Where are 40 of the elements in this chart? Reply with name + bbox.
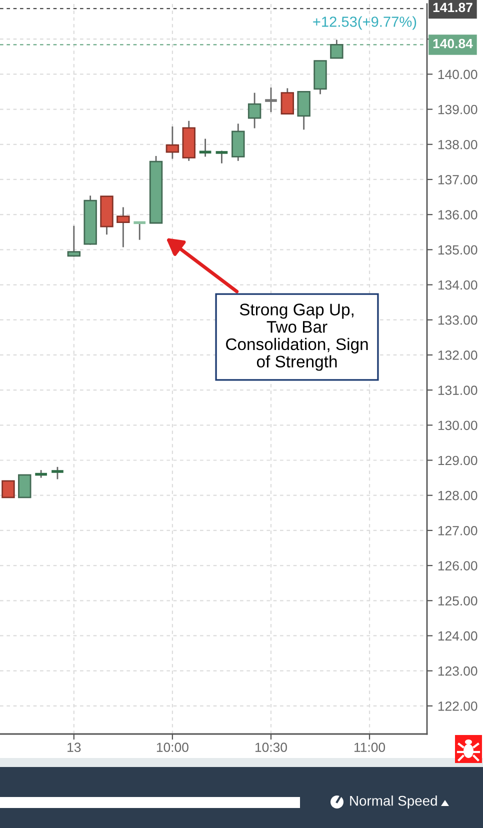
y-tick-label: 130.00 <box>438 420 478 430</box>
ref-line-label: 141.87 <box>433 2 472 12</box>
candlestick <box>166 126 180 160</box>
y-tick-label: 128.00 <box>438 490 478 500</box>
candlestick <box>2 480 15 498</box>
y-tick-label: 139.00 <box>438 104 478 114</box>
y-tick-label: 126.00 <box>438 561 478 570</box>
y-tick-label: 133.00 <box>438 315 478 325</box>
y-tick-label: 137.00 <box>438 175 478 184</box>
y-tick-label: 138.00 <box>438 140 478 150</box>
candlestick <box>18 474 32 498</box>
annotation: Strong Gap Up, Two Bar Consolidation, Sign of Strength <box>226 304 368 371</box>
y-tick-label: 140.00 <box>438 70 478 80</box>
y-tick-label: 122.00 <box>438 701 478 711</box>
y-tick-label: 123.00 <box>438 666 478 676</box>
y-tick-label: 135.00 <box>438 245 478 255</box>
y-tick-label: 131.00 <box>438 386 478 395</box>
candlestick <box>116 206 130 248</box>
y-tick-label: 132.00 <box>438 350 478 360</box>
candlestick <box>50 466 65 480</box>
candlestick <box>280 88 294 115</box>
x-tick-label: 10:30 <box>255 742 287 752</box>
y-tick-label: 127.00 <box>438 526 478 536</box>
candlestick <box>132 220 147 241</box>
x-tick-label: 10:00 <box>156 742 188 752</box>
x-tick-label: 13 <box>68 742 81 752</box>
candlestick <box>214 150 230 164</box>
candlestick <box>264 86 278 113</box>
y-tick-label: 129.00 <box>438 456 478 466</box>
y-tick-label: 125.00 <box>438 596 478 606</box>
annotation: +12.53(+9.77%) <box>313 16 416 30</box>
candlestick <box>248 92 262 129</box>
candlestick <box>198 138 213 158</box>
text: Normal Speed <box>350 796 437 808</box>
x-tick-label: 11:00 <box>354 742 386 752</box>
ref-line-label: 140.84 <box>433 38 473 48</box>
y-tick-label: 124.00 <box>438 631 478 641</box>
y-tick-label: 134.00 <box>438 280 478 290</box>
candlestick <box>67 225 81 258</box>
y-tick-label: 136.00 <box>438 210 478 220</box>
